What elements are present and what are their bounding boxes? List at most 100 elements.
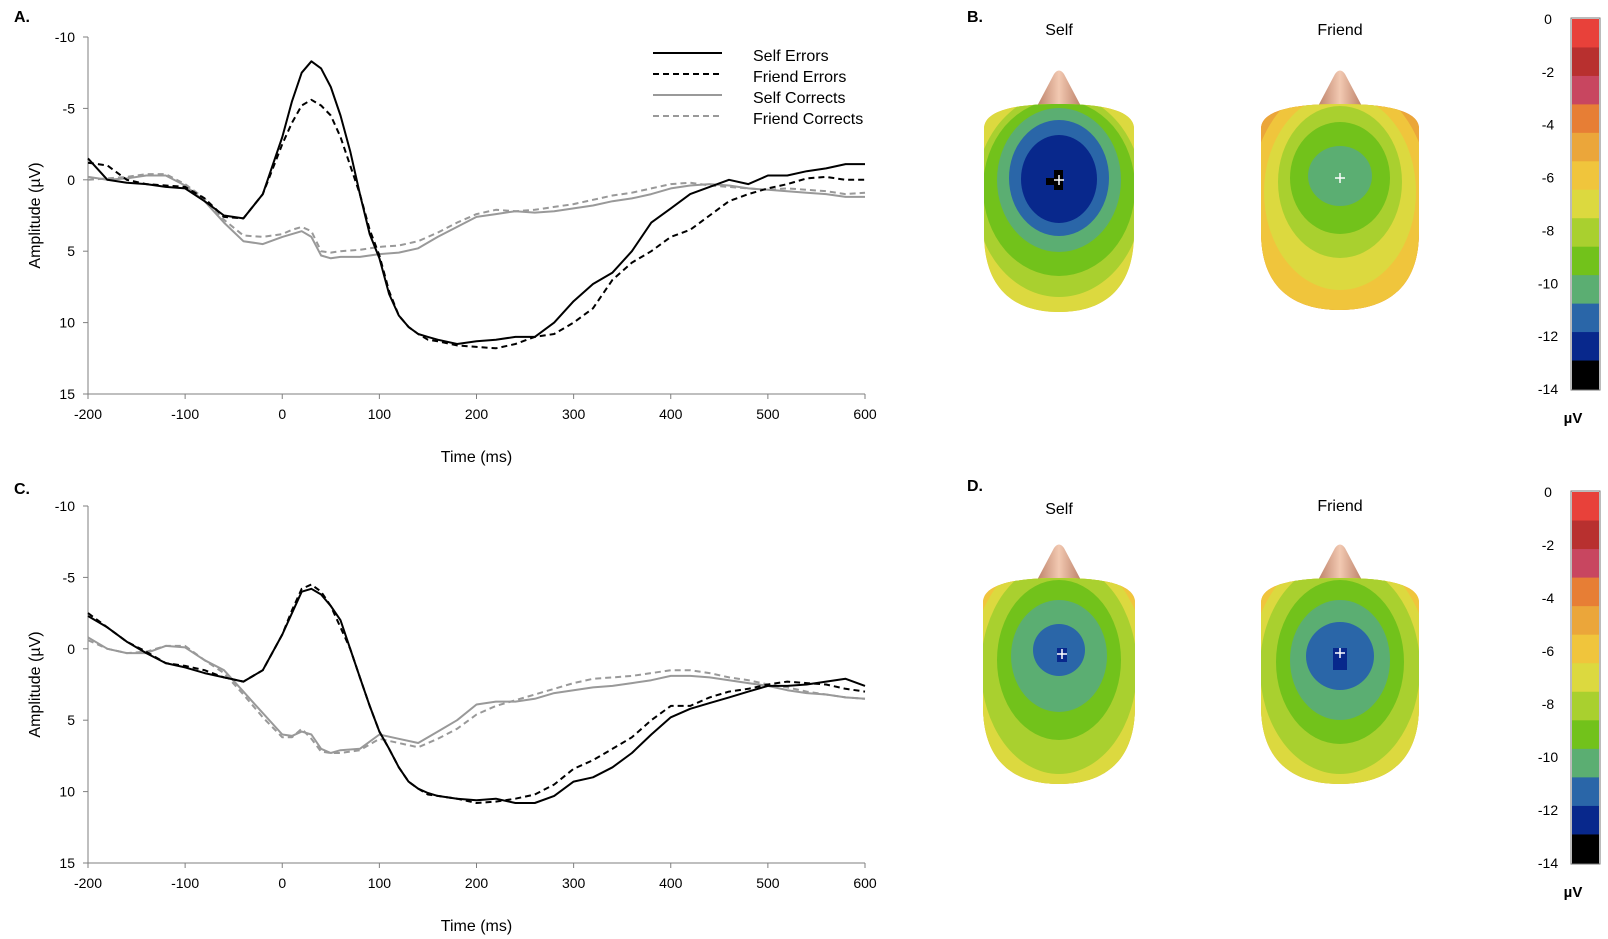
series-line-friend-errors bbox=[87, 98, 865, 350]
y-axis-label: Amplitude (µV) bbox=[27, 631, 44, 737]
y-tick-label: 5 bbox=[67, 712, 75, 728]
x-tick-label: 200 bbox=[465, 875, 489, 891]
colorbar-tick-label: -12 bbox=[1538, 802, 1558, 818]
colorbar-segment bbox=[1572, 520, 1599, 550]
colorbar-d: µV 0 -2 -4 -6 -8 -10 -12 -14 bbox=[1538, 484, 1601, 901]
colorbar-b: µV 0 -2 -4 -6 -8 -10 -12 -14 bbox=[1538, 11, 1601, 427]
y-tick-label: 0 bbox=[67, 641, 75, 657]
colorbar-tick-label: 0 bbox=[1544, 11, 1552, 27]
colorbar-tick-label: 0 bbox=[1544, 484, 1552, 500]
topo-label-d-friend: Friend bbox=[1317, 498, 1362, 515]
nose bbox=[1316, 544, 1364, 584]
colorbar-tick-label: -4 bbox=[1542, 117, 1555, 133]
colorbar-segment bbox=[1572, 161, 1599, 191]
legend-label-self-errors: Self Errors bbox=[753, 48, 829, 65]
nose bbox=[1035, 70, 1083, 110]
colorbar-frame bbox=[1570, 490, 1601, 865]
y-axis-label: Amplitude (µV) bbox=[27, 162, 44, 268]
y-tick-label: 15 bbox=[59, 386, 75, 402]
colorbar-segment bbox=[1572, 748, 1599, 778]
x-tick-label: 600 bbox=[853, 875, 877, 891]
x-tick-label: 600 bbox=[853, 406, 877, 422]
topo-label-b-self: Self bbox=[1045, 22, 1073, 39]
x-tick-label: -200 bbox=[74, 406, 102, 422]
y-tick-label: 5 bbox=[67, 243, 75, 259]
x-axis-label: Time (ms) bbox=[441, 449, 512, 466]
x-tick-label: 300 bbox=[562, 406, 586, 422]
scalp-map-d-self bbox=[983, 544, 1135, 784]
colorbar-segment bbox=[1572, 47, 1599, 77]
scalp-map-b-friend bbox=[1261, 70, 1419, 310]
x-tick-label: -200 bbox=[74, 875, 102, 891]
colorbar-tick-label: -14 bbox=[1538, 381, 1558, 397]
colorbar-unit: µV bbox=[1564, 884, 1583, 901]
legend-label-friend-corrects: Friend Corrects bbox=[753, 111, 863, 128]
colorbar-segment bbox=[1572, 104, 1599, 134]
colorbar-segment bbox=[1572, 606, 1599, 636]
colorbar-segment bbox=[1572, 634, 1599, 664]
x-tick-label: -100 bbox=[171, 875, 199, 891]
y-tick-label: 10 bbox=[59, 315, 75, 331]
colorbar-tick-label: -10 bbox=[1538, 275, 1558, 291]
legend-label-self-corrects: Self Corrects bbox=[753, 90, 845, 107]
colorbar-segment bbox=[1572, 132, 1599, 162]
colorbar-tick-label: -6 bbox=[1542, 170, 1555, 186]
x-tick-label: 300 bbox=[562, 875, 586, 891]
colorbar-tick-label: -2 bbox=[1542, 64, 1555, 80]
x-tick-label: 400 bbox=[659, 406, 683, 422]
colorbar-tick-label: -8 bbox=[1542, 696, 1555, 712]
scalp-map-d-friend bbox=[1261, 544, 1419, 784]
series-line-self-corrects bbox=[87, 636, 866, 754]
series-line-friend-corrects bbox=[87, 639, 866, 754]
colorbar-tick-label: -14 bbox=[1538, 855, 1558, 871]
y-tick-label: -10 bbox=[55, 29, 75, 45]
x-tick-label: 200 bbox=[465, 406, 489, 422]
colorbar-segment bbox=[1572, 75, 1599, 105]
panel-label-c: C. bbox=[14, 481, 30, 498]
topo-label-d-self: Self bbox=[1045, 501, 1073, 518]
panel-label-d: D. bbox=[967, 478, 983, 495]
colorbar-tick-label: -12 bbox=[1538, 328, 1558, 344]
series-line-friend-errors bbox=[87, 583, 866, 804]
legend-label-friend-errors: Friend Errors bbox=[753, 69, 846, 86]
nose bbox=[1035, 544, 1083, 584]
y-tick-label: -5 bbox=[63, 100, 76, 116]
colorbar-segment bbox=[1572, 777, 1599, 807]
colorbar-segment bbox=[1572, 19, 1599, 48]
y-tick-label: -5 bbox=[63, 569, 76, 585]
x-tick-label: 100 bbox=[368, 875, 392, 891]
x-tick-label: 400 bbox=[659, 875, 683, 891]
scalp-zone bbox=[1046, 178, 1058, 185]
colorbar-unit: µV bbox=[1564, 410, 1583, 427]
colorbar-tick-label: -10 bbox=[1538, 749, 1558, 765]
colorbar-segment bbox=[1572, 275, 1599, 305]
y-tick-label: 15 bbox=[59, 855, 75, 871]
colorbar-tick-label: -8 bbox=[1542, 222, 1555, 238]
x-tick-label: 0 bbox=[278, 875, 286, 891]
colorbar-segment bbox=[1572, 492, 1599, 522]
x-tick-label: -100 bbox=[171, 406, 199, 422]
y-tick-label: -10 bbox=[55, 498, 75, 514]
x-tick-label: 0 bbox=[278, 406, 286, 422]
colorbar-segment bbox=[1572, 218, 1599, 248]
colorbar-segment bbox=[1572, 303, 1599, 333]
x-tick-label: 500 bbox=[756, 875, 780, 891]
colorbar-segment bbox=[1572, 805, 1599, 835]
colorbar-tick-label: -4 bbox=[1542, 590, 1555, 606]
colorbar-segment bbox=[1572, 691, 1599, 721]
panel-label-a: A. bbox=[14, 9, 30, 26]
legend: Self Errors Friend Errors Self Corrects … bbox=[653, 48, 863, 128]
topo-label-b-friend: Friend bbox=[1317, 22, 1362, 39]
colorbar-segment bbox=[1572, 332, 1599, 362]
colorbar-segment bbox=[1572, 189, 1599, 219]
colorbar-segment bbox=[1572, 246, 1599, 276]
colorbar-segment bbox=[1572, 360, 1599, 390]
colorbar-tick-label: -6 bbox=[1542, 643, 1555, 659]
x-tick-label: 500 bbox=[756, 406, 780, 422]
colorbar-segment bbox=[1572, 549, 1599, 579]
colorbar-tick-label: -2 bbox=[1542, 537, 1555, 553]
x-axis-label: Time (ms) bbox=[441, 918, 512, 935]
